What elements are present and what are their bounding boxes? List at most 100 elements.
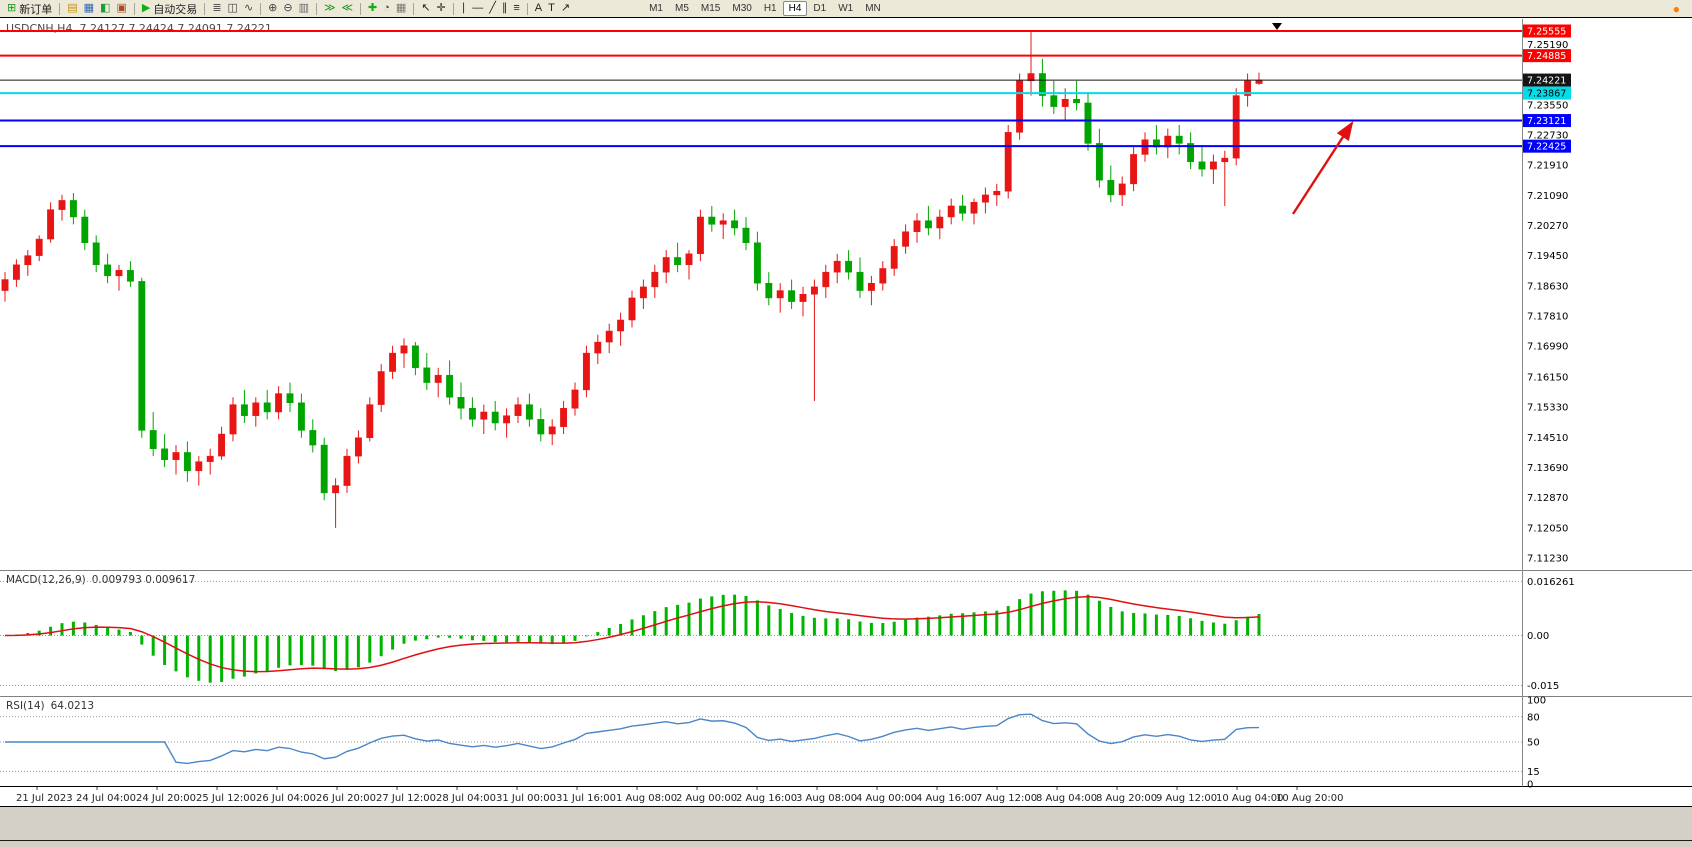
svg-text:4 Aug 16:00: 4 Aug 16:00 [916, 793, 977, 804]
fibonacci-icon: ≡ [513, 2, 520, 14]
new-order-button-label: 新订单 [19, 3, 53, 16]
timeframe-m15-button[interactable]: M15 [700, 3, 721, 14]
line-chart-button[interactable]: ∿ [241, 1, 256, 16]
text-label-button[interactable]: T [545, 1, 558, 16]
candlestick-chart-button[interactable]: ◫ [225, 1, 241, 16]
svg-text:7.21090: 7.21090 [1527, 191, 1568, 202]
macd-panel: 0.016261 0.00 -0.015 [0, 577, 1575, 692]
svg-text:8 Aug 04:00: 8 Aug 04:00 [1036, 793, 1097, 804]
price-tag [1523, 73, 1571, 87]
svg-text:15: 15 [1527, 767, 1540, 778]
auto-trading-icon: ▶ [141, 2, 151, 14]
toolbar-separator [413, 2, 415, 15]
zoom-out-icon: ⊖ [283, 2, 293, 14]
svg-text:0.016261: 0.016261 [1527, 577, 1575, 588]
timeframe-mn-button[interactable]: MN [865, 3, 881, 14]
chart-shift-marker[interactable] [1272, 23, 1282, 30]
timeframe-h4-button[interactable]: H4 [782, 1, 808, 16]
fibonacci-button[interactable]: ≡ [510, 1, 522, 16]
svg-text:27 Jul 12:00: 27 Jul 12:00 [376, 793, 436, 804]
svg-text:3 Aug 08:00: 3 Aug 08:00 [796, 793, 857, 804]
window-bottom-border [0, 840, 1692, 841]
zoom-out-button[interactable]: ⊖ [280, 1, 295, 16]
auto-trading-button[interactable]: ▶ 自动交易 [139, 1, 200, 16]
templates-button[interactable]: ▦ [393, 1, 409, 16]
timeframe-d1-button[interactable]: D1 [813, 3, 827, 14]
market-watch-button[interactable]: ▤ [64, 1, 80, 16]
zoom-in-icon: ⊕ [268, 2, 278, 14]
svg-text:26 Jul 04:00: 26 Jul 04:00 [256, 793, 316, 804]
timeframe-m30-button[interactable]: M30 [732, 3, 752, 14]
svg-text:4 Aug 00:00: 4 Aug 00:00 [856, 793, 917, 804]
navigator-button[interactable]: ◧ [97, 1, 113, 16]
indicators-button[interactable]: ✚ [365, 1, 380, 16]
svg-text:7.12870: 7.12870 [1527, 493, 1568, 504]
rsi-line [5, 713, 1260, 765]
timeframe-w1-button[interactable]: W1 [838, 3, 854, 14]
svg-text:50: 50 [1527, 738, 1540, 749]
periods-button[interactable]: ◔ [380, 1, 393, 16]
terminal-button[interactable]: ▣ [113, 1, 129, 16]
rsi-value: 64.0213 [51, 700, 94, 712]
time-axis[interactable]: 21 Jul 2023 24 Jul 04:00 24 Jul 20:00 25 Ju… [16, 787, 1343, 804]
cursor-button[interactable]: ↖ [418, 1, 433, 16]
svg-text:7.14510: 7.14510 [1527, 433, 1568, 444]
arrows-button[interactable]: ↗ [558, 1, 573, 16]
auto-scroll-button[interactable]: ≫ [321, 1, 339, 16]
chart-shift-button[interactable]: ≪ [339, 1, 357, 16]
toolbar-separator [204, 2, 206, 15]
price-tag [1523, 139, 1571, 153]
channel-button[interactable]: ∥ [499, 1, 511, 16]
data-window-button[interactable]: ▦ [81, 1, 97, 16]
price-tag-value: 7.24885 [1527, 51, 1566, 62]
chart-title: USDCNH,H4 7.24127 7.24424 7.24091 7.24221 [6, 22, 272, 35]
text-button[interactable]: A [532, 1, 545, 16]
svg-text:31 Jul 16:00: 31 Jul 16:00 [556, 793, 616, 804]
timeframe-m1-button[interactable]: M1 [649, 3, 663, 14]
candles-layer [1, 31, 1263, 528]
price-tag-value: 7.22425 [1527, 142, 1566, 153]
zoom-in-button[interactable]: ⊕ [265, 1, 280, 16]
svg-text:100: 100 [1527, 696, 1546, 707]
new-order-icon: ⊞ [7, 2, 17, 14]
price-chart-canvas[interactable]: USDCNH,H4 7.24127 7.24424 7.24091 7.24221… [0, 19, 1692, 807]
auto-trading-button-label: 自动交易 [153, 3, 198, 16]
timeframe-h1-button[interactable]: H1 [763, 3, 777, 14]
svg-text:10 Aug 20:00: 10 Aug 20:00 [1276, 793, 1343, 804]
toolbar-separator [59, 2, 61, 15]
macd-histogram [14, 590, 1261, 683]
svg-text:31 Jul 00:00: 31 Jul 00:00 [496, 793, 556, 804]
svg-text:7.12050: 7.12050 [1527, 523, 1568, 534]
bar-chart-button[interactable]: ≣ [209, 1, 224, 16]
svg-text:7.20270: 7.20270 [1527, 221, 1568, 232]
timeframe-m5-button[interactable]: M5 [675, 3, 689, 14]
svg-text:1 Aug 08:00: 1 Aug 08:00 [616, 793, 677, 804]
templates-icon: ▦ [395, 2, 407, 14]
svg-text:21 Jul 2023: 21 Jul 2023 [16, 793, 73, 804]
svg-text:-0.015: -0.015 [1527, 681, 1559, 692]
chart-symbol-period: USDCNH,H4 [6, 22, 72, 35]
rsi-panel: 100 80 50 15 0 [0, 696, 1546, 791]
svg-text:7.25190: 7.25190 [1527, 40, 1568, 51]
vertical-line-button[interactable]: ∣ [458, 1, 470, 16]
trendline-button[interactable]: ╱ [486, 1, 499, 16]
notification-icon[interactable]: ● [1672, 1, 1680, 16]
price-tag [1523, 49, 1571, 63]
svg-text:8 Aug 20:00: 8 Aug 20:00 [1096, 793, 1157, 804]
rsi-name: RSI(14) [6, 700, 45, 712]
timeframe-toolbar: M1 M5 M15 M30 H1 H4 D1 W1 MN [643, 1, 887, 16]
svg-text:7.11230: 7.11230 [1527, 554, 1568, 565]
horizontal-line-button[interactable]: ― [469, 1, 486, 16]
tile-windows-button[interactable]: ▥ [296, 1, 312, 16]
new-order-button[interactable]: ⊞ 新订单 [4, 1, 55, 16]
arrow-tools-icon: ↗ [560, 2, 571, 14]
svg-text:7.16150: 7.16150 [1527, 373, 1568, 384]
candlestick-chart-icon: ◫ [227, 2, 238, 14]
trendline-icon: ╱ [489, 2, 496, 14]
crosshair-button[interactable]: ✛ [434, 1, 449, 16]
price-tag [1523, 86, 1571, 100]
price-axis[interactable]: 7.25190 7.23550 7.22730 7.21910 7.21090 7.202… [1527, 40, 1568, 565]
svg-text:26 Jul 20:00: 26 Jul 20:00 [316, 793, 376, 804]
annotation-arrow[interactable] [1291, 120, 1354, 215]
